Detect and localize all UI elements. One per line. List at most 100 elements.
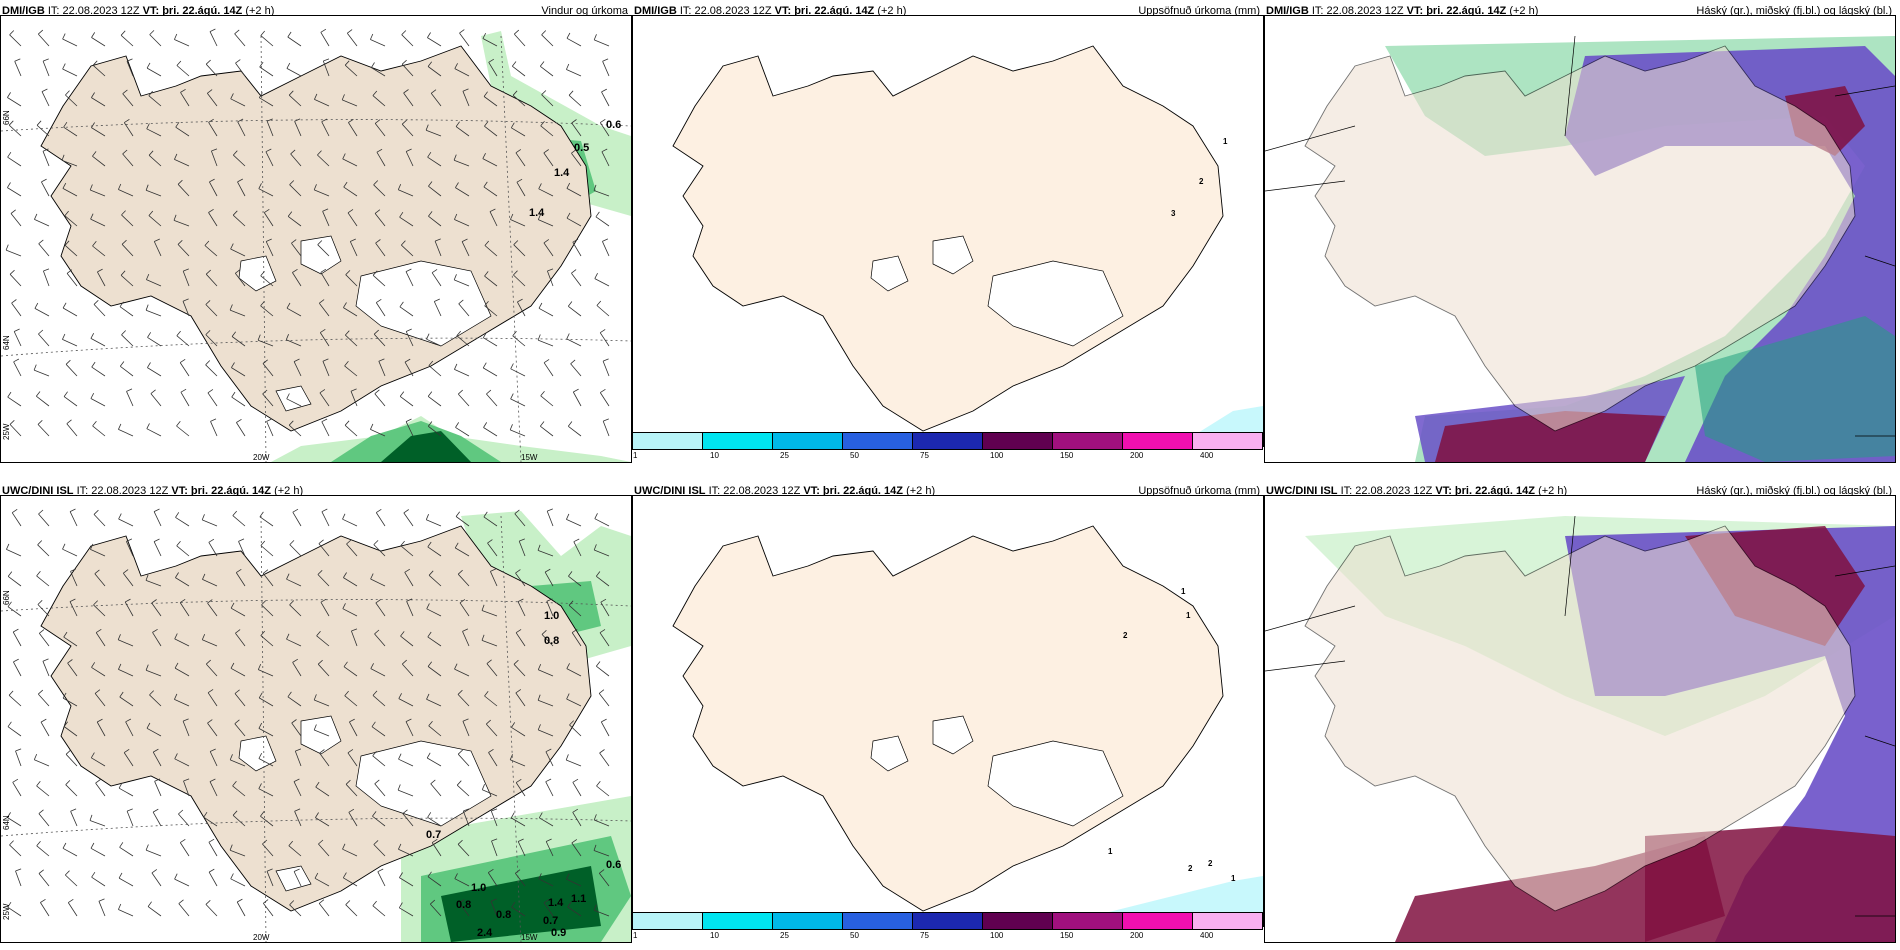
- wind-barb: [238, 541, 246, 557]
- wind-barb: [318, 903, 330, 917]
- wind-barb-flag: [65, 870, 70, 876]
- wind-barb-flag: [174, 662, 179, 669]
- wind-barb: [598, 693, 610, 707]
- wind-barb-flag: [118, 513, 122, 520]
- wind-barb-flag: [205, 300, 211, 305]
- wind-barb: [294, 121, 302, 137]
- wind-barb-flag: [234, 689, 240, 694]
- wind-barb: [11, 512, 22, 527]
- wind-barb: [374, 213, 386, 227]
- wind-barb: [512, 65, 526, 77]
- wind-barb-flag: [510, 122, 515, 129]
- wind-barb-flag: [262, 359, 268, 364]
- wind-barb-flag: [486, 719, 491, 725]
- wind-barb-flag: [538, 812, 543, 818]
- wind-barb-flag: [426, 603, 430, 609]
- wind-barb: [317, 244, 330, 257]
- wind-barb: [456, 784, 470, 797]
- colorbar-tick-label: 50: [850, 931, 859, 940]
- wind-barb: [399, 907, 414, 917]
- wind-barb-flag: [9, 420, 15, 425]
- wind-barb-flag: [264, 208, 270, 213]
- wind-barb-flag: [322, 358, 329, 362]
- wind-barb-flag: [266, 418, 273, 422]
- svg-text:0.8: 0.8: [544, 635, 559, 647]
- wind-barb: [260, 545, 274, 557]
- map-clouds[interactable]: [1264, 15, 1896, 463]
- wind-barb-flag: [456, 330, 462, 336]
- wind-barb-flag: [345, 330, 350, 336]
- wind-barb-flag: [260, 630, 266, 636]
- wind-barb-flag: [484, 300, 489, 307]
- wind-barb-flag: [207, 689, 214, 694]
- wind-barb: [152, 751, 162, 767]
- wind-barb-flag: [43, 268, 50, 272]
- wind-barb-flag: [235, 629, 241, 634]
- wind-barb: [599, 332, 610, 347]
- map-accum-precip[interactable]: 1 1 2 1 2 2 1: [632, 495, 1264, 927]
- wind-barb-flag: [376, 298, 382, 303]
- wind-barb: [515, 152, 526, 167]
- wind-barb-flag: [7, 151, 12, 158]
- wind-barb: [289, 544, 302, 557]
- wind-barb: [348, 122, 358, 137]
- wind-barb-flag: [64, 240, 70, 246]
- wind-barb: [210, 421, 218, 437]
- wind-barb: [122, 93, 134, 107]
- panel-title: Háský (gr.), miðský (fj.bl.) og lágský (…: [1696, 5, 1892, 17]
- wind-barb-flag: [205, 360, 211, 366]
- wind-barb-flag: [344, 690, 349, 696]
- wind-barb-flag: [543, 149, 549, 154]
- wind-barb: [483, 337, 498, 347]
- wind-barb-flag: [289, 180, 295, 185]
- map-clouds[interactable]: [1264, 495, 1896, 943]
- wind-barb: [69, 601, 78, 617]
- map-wind-precip[interactable]: 0.6 0.5 1.4 1.4 20W 15W 64N 66N 25W: [0, 15, 632, 463]
- wind-barb-flag: [258, 183, 262, 189]
- wind-barb: [38, 633, 50, 647]
- wind-barb: [567, 906, 582, 917]
- wind-barb-flag: [537, 334, 541, 341]
- wind-barb-flag: [180, 88, 186, 93]
- wind-barb: [537, 699, 554, 707]
- wind-barb-flag: [545, 778, 552, 783]
- wind-barb: [350, 391, 358, 407]
- svg-text:1: 1: [1223, 137, 1228, 146]
- map-wind-precip[interactable]: 1.0 0.8 0.7 0.6 1.0 0.8 0.8 0.7 1.4 1.1 …: [0, 495, 632, 943]
- wind-barb-flag: [600, 118, 606, 123]
- wind-barb: [317, 663, 330, 677]
- colorbar-segment: [632, 912, 703, 930]
- wind-barb-flag: [457, 749, 463, 755]
- precip-label: 0.5: [574, 142, 589, 154]
- wind-barb: [315, 817, 330, 827]
- wind-barb: [317, 574, 330, 587]
- wind-barb: [208, 122, 218, 137]
- wind-barb-flag: [566, 693, 570, 700]
- valid-time: VT: þri. 22.ágú. 14Z: [1435, 485, 1535, 497]
- wind-barb: [571, 842, 582, 857]
- wind-barb: [230, 248, 246, 257]
- map-accum-precip[interactable]: 1 2 3: [632, 15, 1264, 447]
- wind-barb-flag: [126, 808, 133, 812]
- wind-barb-flag: [398, 843, 402, 850]
- lead-time: (+2 h): [274, 485, 304, 497]
- wind-barb: [398, 189, 414, 197]
- wind-barb: [37, 544, 50, 557]
- wind-barb: [65, 874, 78, 887]
- wind-barb-flag: [62, 692, 67, 699]
- wind-barb-flag: [230, 243, 234, 250]
- wind-barb: [490, 901, 498, 917]
- wind-barb: [320, 272, 330, 287]
- wind-barb: [118, 639, 134, 647]
- wind-barb-flag: [266, 868, 273, 872]
- wind-barb-flag: [146, 123, 150, 129]
- wind-barb: [572, 812, 582, 827]
- wind-barb-flag: [11, 508, 18, 514]
- wind-barb: [94, 693, 106, 707]
- wind-barb-flag: [40, 898, 46, 903]
- map-svg: 0.6 0.5 1.4 1.4 20W 15W 64N 66N 25W: [1, 28, 631, 462]
- wind-barb: [174, 699, 190, 707]
- wind-barb: [153, 541, 162, 557]
- wind-barb-flag: [401, 59, 407, 65]
- wind-barb: [316, 635, 330, 647]
